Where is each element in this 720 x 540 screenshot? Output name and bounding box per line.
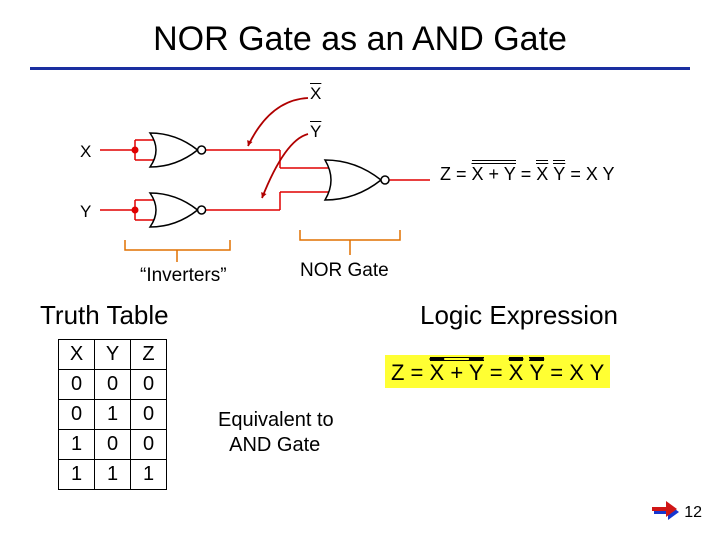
table-cell: 1 — [95, 460, 131, 490]
page-title: NOR Gate as an AND Gate — [0, 0, 720, 67]
table-header: X — [59, 340, 95, 370]
table-row: 000 — [59, 370, 167, 400]
table-row: 100 — [59, 430, 167, 460]
table-header: Y — [95, 340, 131, 370]
table-cell: 0 — [131, 430, 167, 460]
table-cell: 1 — [59, 430, 95, 460]
title-underline — [30, 67, 690, 70]
page-number: 12 — [684, 504, 702, 522]
corner-arrow-icon — [652, 500, 680, 524]
table-cell: 1 — [131, 460, 167, 490]
table-cell: 1 — [59, 460, 95, 490]
table-cell: 0 — [95, 370, 131, 400]
table-cell: 0 — [59, 370, 95, 400]
logic-expression-heading: Logic Expression — [420, 300, 618, 331]
expression-small: Z = X + Y = X Y = X Y — [440, 160, 615, 185]
expression-highlighted: Z = X + Y = X Y = X Y — [385, 355, 610, 388]
truth-table: XYZ000010100111 — [58, 339, 167, 490]
table-header: Z — [131, 340, 167, 370]
table-cell: 0 — [131, 400, 167, 430]
table-cell: 1 — [95, 400, 131, 430]
table-cell: 0 — [95, 430, 131, 460]
table-row: 111 — [59, 460, 167, 490]
table-row: 010 — [59, 400, 167, 430]
nor-gate-label: NOR Gate — [300, 260, 389, 282]
equivalent-label: Equivalent to AND Gate — [218, 408, 334, 458]
circuit-diagram: X Y X Y Z = X + Y = X Y = X Y “Inverters… — [0, 80, 720, 300]
inverters-label: “Inverters” — [140, 265, 227, 287]
table-cell: 0 — [131, 370, 167, 400]
table-cell: 0 — [59, 400, 95, 430]
